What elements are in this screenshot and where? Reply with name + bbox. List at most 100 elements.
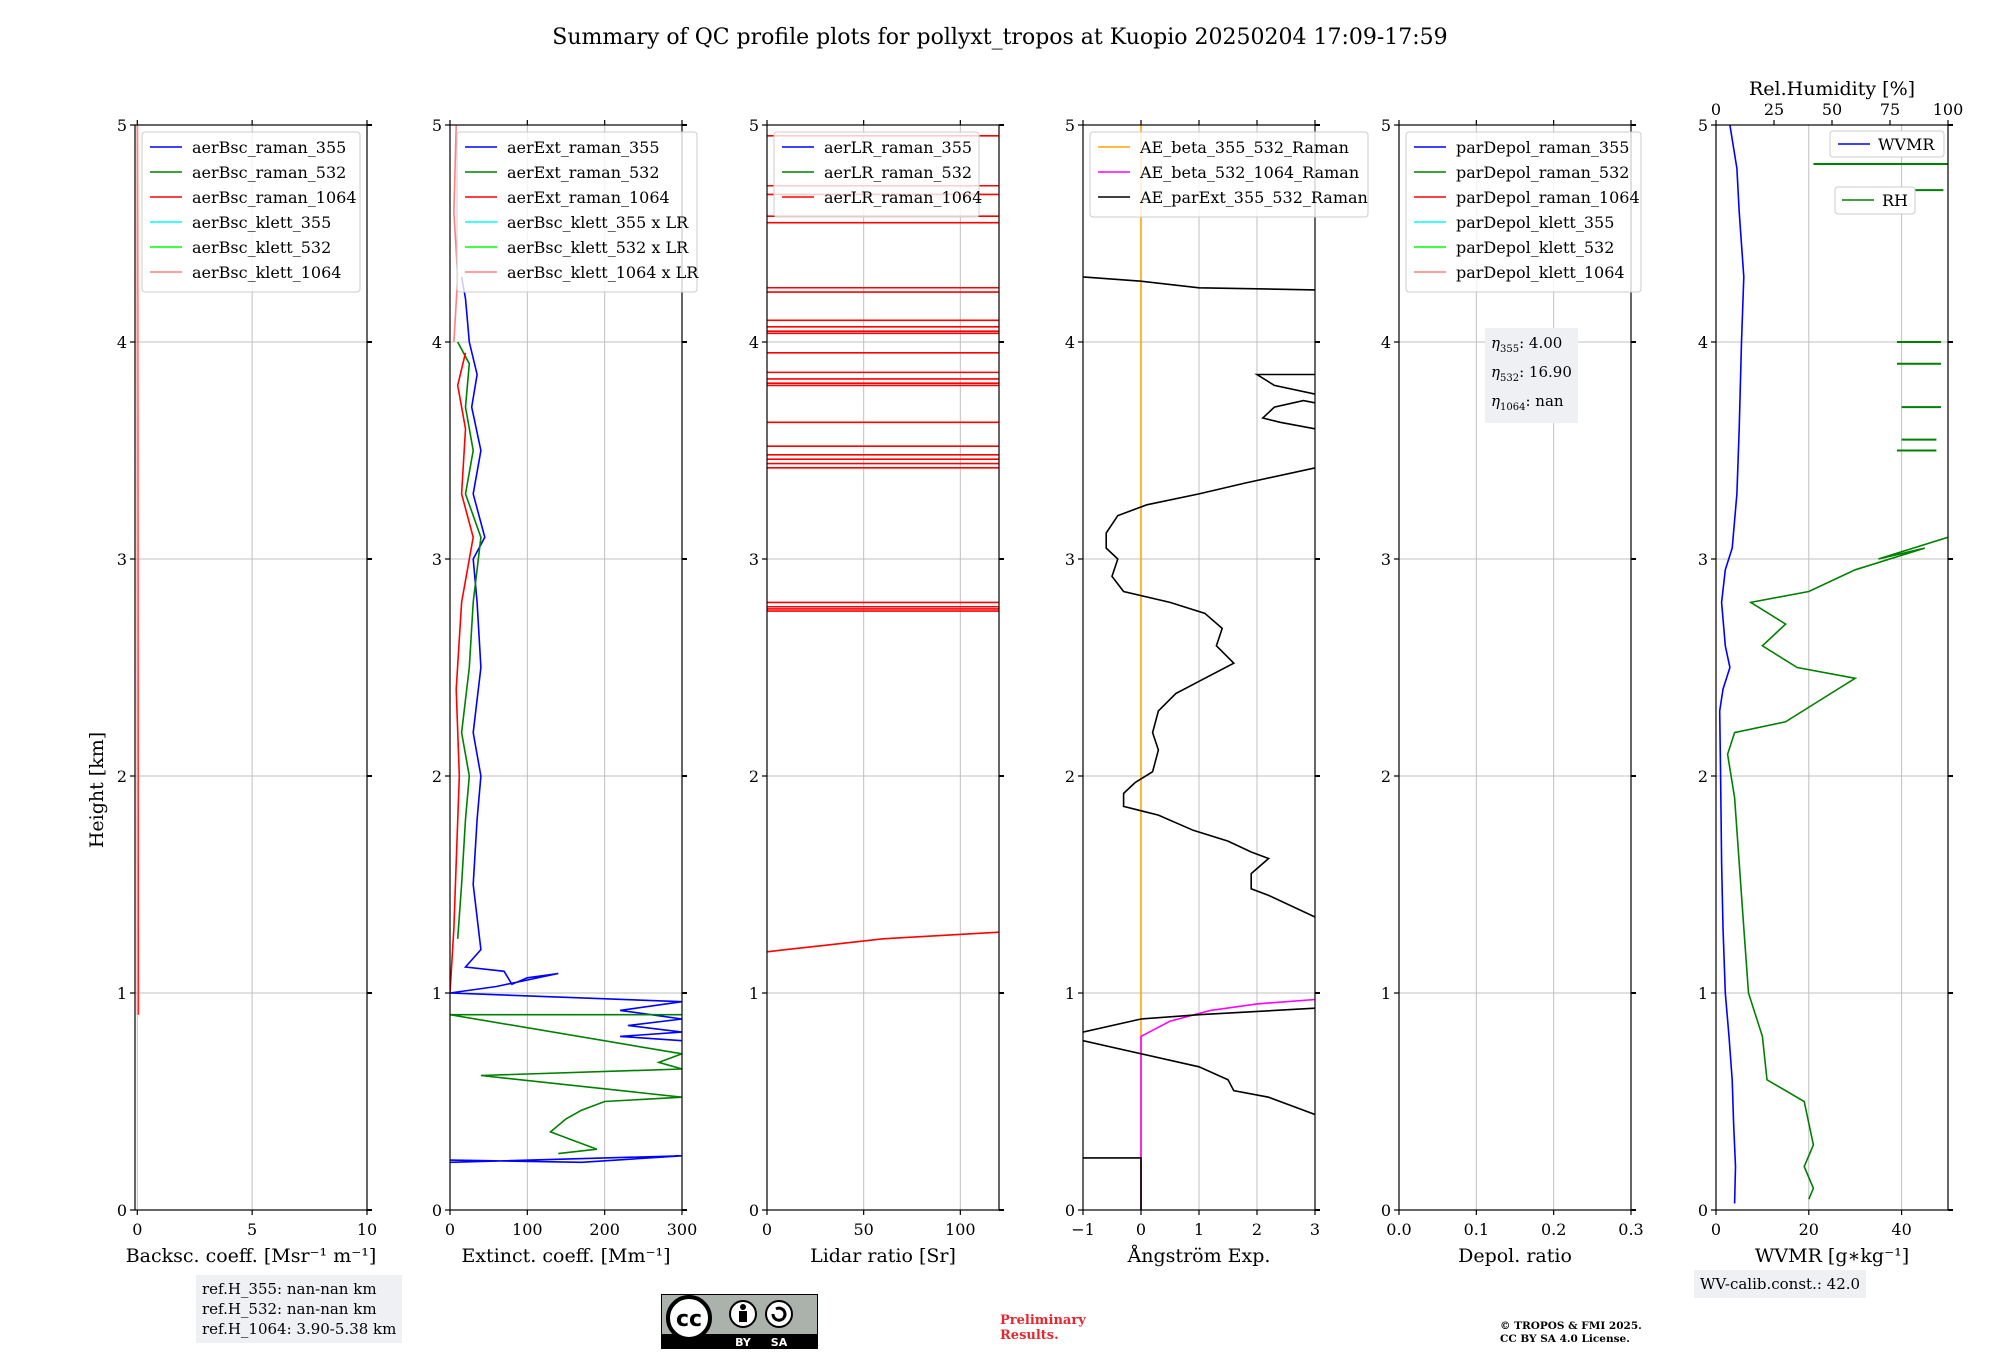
legend-entry: aerBsc_raman_532 [192,163,346,182]
eta-box: η355: 4.00 η532: 16.90 η1064: nan [1485,328,1578,423]
y-tick-label: 3 [1065,550,1075,569]
eta-355-value: 4.00 [1528,334,1563,352]
legend: AE_beta_355_532_Raman AE_beta_532_1064_Ra… [1089,131,1369,218]
series-ae-parext-355-532-raman [1083,1039,1315,1116]
x-tick-label: 200 [589,1220,620,1239]
legend-box [141,131,361,293]
legend-box [1089,131,1369,218]
legend-box [1829,130,1945,158]
x-tick-label: 0 [1136,1220,1146,1239]
y-tick-label: 1 [749,984,759,1003]
legend-entry: parDepol_raman_1064 [1456,188,1640,207]
y-tick-label: 5 [1065,116,1075,135]
preliminary-note: Preliminary Results. [1000,1313,1086,1343]
reference-height-box: ref.H_355: nan-nan km ref.H_532: nan-nan… [196,1275,403,1343]
x-tick-label: 0 [762,1220,772,1239]
panel-data [767,135,999,953]
eta-1064-value: nan [1535,392,1564,410]
series-aerext-raman-532 [450,1013,682,1155]
panel-1: 0 1 2 3 4 5 0 5 10 Backsc. coeff. [Msr⁻¹ m⁻¹] aerB… [117,116,377,1267]
y-tick-label: 5 [1698,116,1708,135]
series-aerext-raman-532 [456,341,482,939]
x-axis-label: Ångström Exp. [1127,1245,1271,1267]
ref-height-1064: ref.H_1064: 3.90-5.38 km [202,1320,397,1338]
top-x-axis-label: Rel.Humidity [%] [1749,78,1915,100]
y-tick-label: 4 [749,333,759,352]
copyright-line-2: CC BY SA 4.0 License. [1500,1333,1630,1345]
legend-entry: AE_beta_355_532_Raman [1139,138,1349,157]
series-aerlr-raman-1064 [767,931,999,953]
y-tick-label: 0 [1698,1201,1708,1220]
legend-entry: aerBsc_klett_532 [192,238,331,257]
x-tick-label: 300 [667,1220,698,1239]
legend: aerExt_raman_355 aerExt_raman_532 aerExt_r… [456,131,699,293]
x-tick-label: 0 [132,1220,142,1239]
preliminary-line-2: Results. [1000,1328,1059,1343]
x-tick-label: 2 [1252,1220,1262,1239]
y-tick-label: 1 [432,984,442,1003]
legend: aerBsc_raman_355 aerBsc_raman_532 aerBsc_r… [141,131,361,293]
legend-entry: parDepol_klett_1064 [1456,263,1625,282]
series-aerext-raman-1064 [450,352,475,994]
x-tick-label: 0.0 [1386,1220,1411,1239]
x-tick-label: 100 [512,1220,543,1239]
panel-2: 0 1 2 3 4 5 0 100 200 300 Extinct. coeff. [Mm⁻¹] ae… [432,116,699,1267]
legend-entry: aerBsc_klett_355 x LR [507,213,689,232]
panel-data [136,125,140,1015]
x-tick-label: 40 [1891,1220,1911,1239]
legend-box [1405,131,1642,293]
y-tick-label: 5 [749,116,759,135]
x-tick-label: 0.2 [1541,1220,1566,1239]
legend-entry: AE_beta_532_1064_Raman [1139,163,1359,182]
legend-entry: aerLR_raman_355 [824,138,972,157]
legend-entry: aerLR_raman_1064 [824,188,982,207]
top-x-tick-label: 25 [1764,100,1784,119]
y-tick-label: 2 [117,767,127,786]
eta-1064: η1064: nan [1491,392,1564,413]
x-axis-label: Extinct. coeff. [Mm⁻¹] [461,1245,670,1267]
legend-entry: aerExt_raman_1064 [507,188,670,207]
series-ae-parext-355-532-raman [1083,1157,1142,1210]
x-tick-label: 10 [357,1220,377,1239]
y-tick-label: 3 [749,550,759,569]
ref-height-355: ref.H_355: nan-nan km [202,1280,377,1298]
panel-data [1083,125,1315,1210]
x-tick-label: 0 [1711,1220,1721,1239]
y-tick-label: 5 [432,116,442,135]
y-tick-label: 4 [1065,333,1075,352]
series-ae-parext-355-532-raman [1105,467,1315,918]
series-ae-parext-355-532-raman [1083,1007,1315,1033]
copyright-note: © TROPOS & FMI 2025. CC BY SA 4.0 Licens… [1500,1320,1642,1346]
panel-frame [449,124,683,1211]
cc-by-label: BY [735,1336,752,1349]
x-axis-label: Backsc. coeff. [Msr⁻¹ m⁻¹] [126,1245,377,1267]
legend-entry: RH [1882,191,1908,210]
panel-frame [1715,124,1949,1211]
series-aerext-raman-355 [450,1155,682,1164]
x-axis-label: Lidar ratio [Sr] [810,1245,956,1267]
top-x-tick-label: 0 [1711,100,1721,119]
legend-entry: aerBsc_klett_1064 x LR [507,263,699,282]
y-axis-label: Height [km] [86,732,108,848]
legend-entry: parDepol_raman_355 [1456,138,1629,157]
panel-data [450,125,682,1164]
y-tick-label: 4 [1381,333,1391,352]
panel-5: 0 1 2 3 4 5 0.0 0.1 0.2 0.3 Depol. ratio parDepol_r… [1381,116,1644,1267]
y-tick-label: 5 [117,116,127,135]
legend-entry: aerBsc_klett_355 [192,213,331,232]
x-axis-label: WVMR [g∗kg⁻¹] [1755,1245,1909,1267]
legend-entry: aerExt_raman_532 [507,163,660,182]
x-tick-label: 5 [247,1220,257,1239]
legend: parDepol_raman_355 parDepol_raman_532 parD… [1405,131,1642,293]
y-tick-label: 2 [1698,767,1708,786]
panel-data [1718,125,1948,1204]
series-rh [1726,536,1948,1200]
legend-entry: aerExt_raman_355 [507,138,660,157]
series-ae-parext-355-532-raman [1261,399,1315,430]
x-tick-label: 1 [1194,1220,1204,1239]
y-tick-label: 3 [1381,550,1391,569]
x-tick-label: 0.3 [1618,1220,1643,1239]
